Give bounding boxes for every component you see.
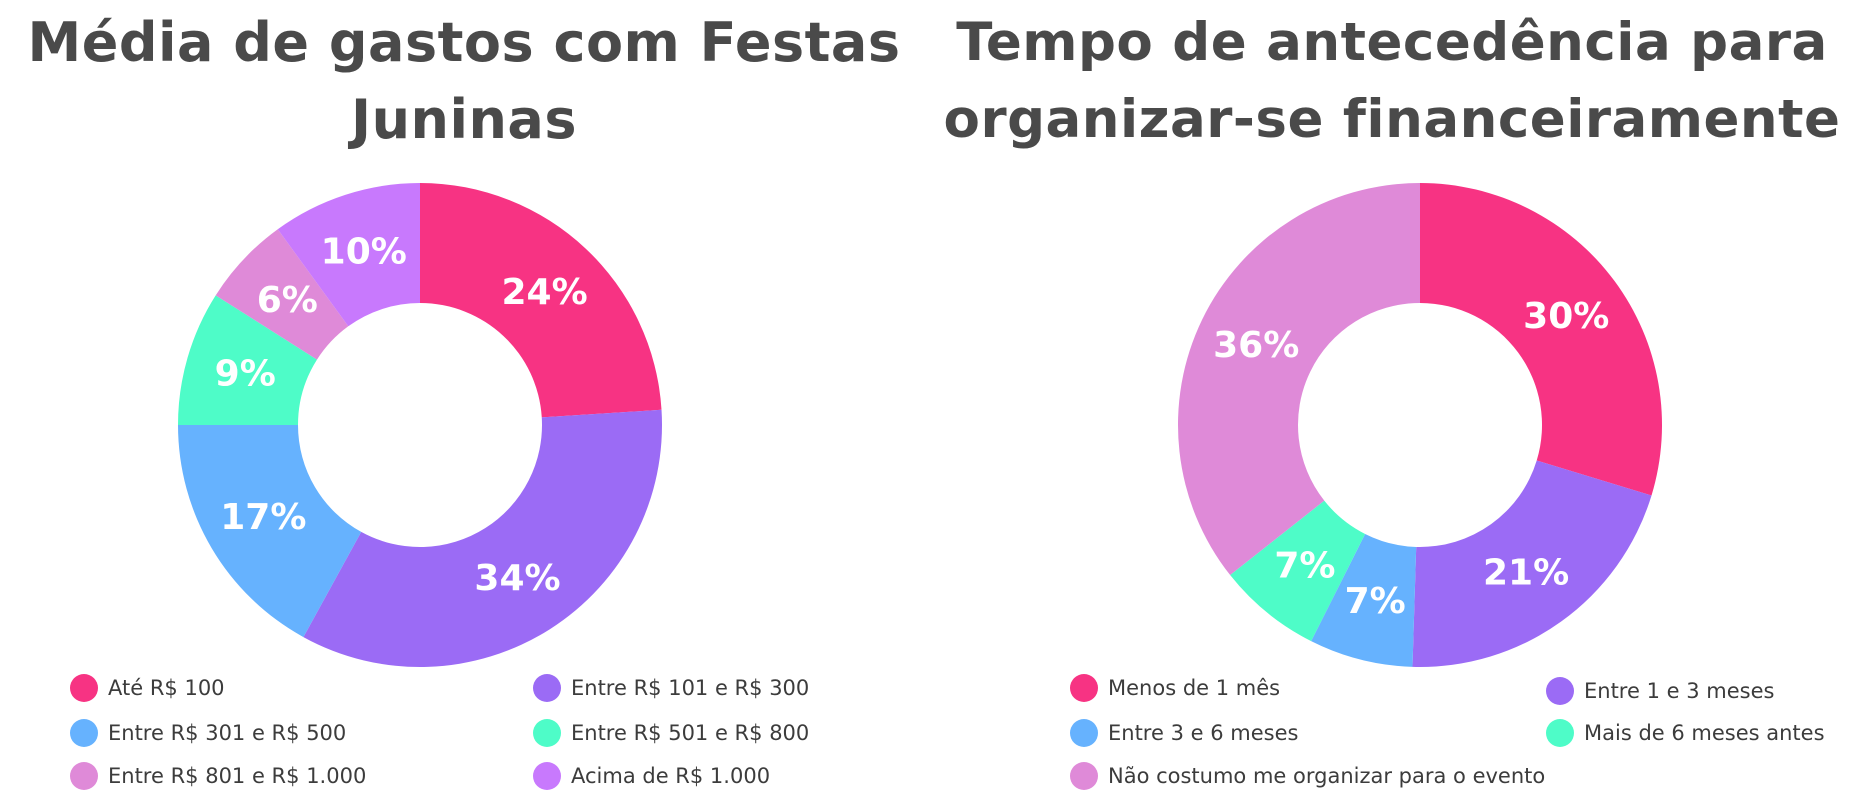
chart-panel-planning: Tempo de antecedência para organizar-se … <box>928 0 1856 806</box>
legend-item: Não costumo me organizar para o evento <box>1070 759 1545 793</box>
legend-color-dot <box>1070 719 1098 747</box>
legend-item: Entre R$ 501 e R$ 800 <box>533 716 809 750</box>
slice-value-label: 7% <box>1274 546 1335 587</box>
donut-chart-planning: 30% 21% 7%7% 36% <box>1178 183 1662 667</box>
donut-slice <box>178 295 317 425</box>
donut-slice <box>277 183 420 327</box>
donut-slice <box>1178 183 1420 576</box>
donut-slice <box>1412 460 1652 667</box>
donut-slice <box>303 409 662 667</box>
legend-color-dot <box>1546 719 1574 747</box>
legend-item: Mais de 6 meses antes <box>1546 716 1825 750</box>
slice-value-label: 24% <box>502 272 588 313</box>
slice-value-label: 9% <box>215 354 276 395</box>
slice-value-label: 21% <box>1483 552 1569 593</box>
legend-item: Entre R$ 101 e R$ 300 <box>533 671 809 705</box>
legend-label: Não costumo me organizar para o evento <box>1108 764 1546 788</box>
slice-value-label: 6% <box>257 280 318 321</box>
legend-color-dot <box>533 719 561 747</box>
slice-value-label: 10% <box>321 231 407 272</box>
legend-color-dot <box>70 762 98 790</box>
donut-slice <box>1230 500 1366 642</box>
slice-value-label: 36% <box>1213 325 1299 366</box>
donut-slice <box>1420 183 1662 496</box>
slice-value-label: 17% <box>220 497 306 538</box>
legend-label: Mais de 6 meses antes <box>1584 721 1825 745</box>
legend-item: Entre 1 e 3 meses <box>1546 674 1774 708</box>
legend-color-dot <box>1070 674 1098 702</box>
slice-value-label: 7% <box>1345 581 1406 622</box>
legend-item: Entre R$ 301 e R$ 500 <box>70 716 346 750</box>
legend-label: Entre R$ 301 e R$ 500 <box>108 721 347 745</box>
legend-label: Menos de 1 mês <box>1108 676 1281 700</box>
legend-label: Entre R$ 501 e R$ 800 <box>571 721 810 745</box>
legend-color-dot <box>533 674 561 702</box>
legend-label: Entre 3 e 6 meses <box>1108 721 1299 745</box>
legend-color-dot <box>70 674 98 702</box>
legend-label: Até R$ 100 <box>108 676 225 700</box>
slice-value-label: 34% <box>474 558 560 599</box>
donut-slice <box>420 183 662 418</box>
legend-color-dot <box>1546 677 1574 705</box>
legend-color-dot <box>1070 762 1098 790</box>
legend-label: Entre R$ 801 e R$ 1.000 <box>108 764 367 788</box>
legend-item: Entre R$ 801 e R$ 1.000 <box>70 759 366 793</box>
legend-label: Entre R$ 101 e R$ 300 <box>571 676 810 700</box>
donut-slice <box>1311 533 1417 667</box>
legend-item: Até R$ 100 <box>70 671 225 705</box>
chart-panel-spending: Média de gastos com Festas Juninas 24% 34… <box>27 11 901 793</box>
slice-value-label: 30% <box>1523 296 1609 337</box>
legend-item: Entre 3 e 6 meses <box>1070 716 1298 750</box>
donut-chart-spending: 24% 34% 17% 9% 6%10% <box>178 183 662 667</box>
legend-label: Acima de R$ 1.000 <box>571 764 771 788</box>
donut-slice <box>178 425 362 638</box>
legend-color-dot <box>533 762 561 790</box>
donut-slice <box>215 229 349 360</box>
legend-label: Entre 1 e 3 meses <box>1584 679 1775 703</box>
chart-title: Média de gastos com Festas Juninas <box>27 11 901 151</box>
legend-color-dot <box>70 719 98 747</box>
legend-item: Acima de R$ 1.000 <box>533 759 770 793</box>
legend-item: Menos de 1 mês <box>1070 671 1280 705</box>
chart-title: Tempo de antecedência para organizar-se … <box>943 12 1841 150</box>
